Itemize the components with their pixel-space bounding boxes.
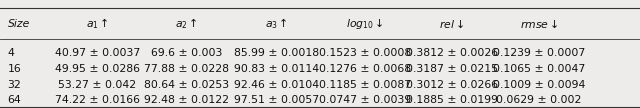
Text: 0.1239 ± 0.0007: 0.1239 ± 0.0007 — [493, 48, 585, 58]
Text: 16: 16 — [8, 64, 21, 74]
Text: 0.0629 ± 0.002: 0.0629 ± 0.002 — [496, 95, 582, 105]
Text: 74.22 ± 0.0166: 74.22 ± 0.0166 — [55, 95, 140, 105]
Text: 0.1276 ± 0.0068: 0.1276 ± 0.0068 — [319, 64, 411, 74]
Text: Size: Size — [8, 19, 30, 29]
Text: 0.1523 ± 0.0008: 0.1523 ± 0.0008 — [319, 48, 411, 58]
Text: 0.0747 ± 0.0039: 0.0747 ± 0.0039 — [319, 95, 411, 105]
Text: 92.46 ± 0.0104: 92.46 ± 0.0104 — [234, 80, 319, 90]
Text: 64: 64 — [8, 95, 21, 105]
Text: 97.51 ± 0.0057: 97.51 ± 0.0057 — [234, 95, 319, 105]
Text: 0.1885 ± 0.0199: 0.1885 ± 0.0199 — [406, 95, 498, 105]
Text: $a_1\uparrow$: $a_1\uparrow$ — [86, 16, 109, 31]
Text: $log_{10}\downarrow$: $log_{10}\downarrow$ — [346, 16, 383, 31]
Text: 40.97 ± 0.0037: 40.97 ± 0.0037 — [54, 48, 140, 58]
Text: 92.48 ± 0.0122: 92.48 ± 0.0122 — [145, 95, 229, 105]
Text: 90.83 ± 0.0114: 90.83 ± 0.0114 — [234, 64, 319, 74]
Text: 0.3012 ± 0.0266: 0.3012 ± 0.0266 — [406, 80, 498, 90]
Text: 32: 32 — [8, 80, 21, 90]
Text: 77.88 ± 0.0228: 77.88 ± 0.0228 — [145, 64, 229, 74]
Text: 69.6 ± 0.003: 69.6 ± 0.003 — [151, 48, 223, 58]
Text: 0.1065 ± 0.0047: 0.1065 ± 0.0047 — [493, 64, 585, 74]
Text: $rel\downarrow$: $rel\downarrow$ — [439, 18, 465, 30]
Text: 80.64 ± 0.0253: 80.64 ± 0.0253 — [144, 80, 230, 90]
Text: 49.95 ± 0.0286: 49.95 ± 0.0286 — [55, 64, 140, 74]
Text: 85.99 ± 0.0018: 85.99 ± 0.0018 — [234, 48, 319, 58]
Text: 0.1009 ± 0.0094: 0.1009 ± 0.0094 — [493, 80, 585, 90]
Text: 0.3812 ± 0.0026: 0.3812 ± 0.0026 — [406, 48, 498, 58]
Text: 0.3187 ± 0.0215: 0.3187 ± 0.0215 — [406, 64, 498, 74]
Text: 53.27 ± 0.042: 53.27 ± 0.042 — [58, 80, 136, 90]
Text: $a_2\uparrow$: $a_2\uparrow$ — [175, 16, 198, 31]
Text: $rmse\downarrow$: $rmse\downarrow$ — [520, 18, 558, 30]
Text: $a_3\uparrow$: $a_3\uparrow$ — [265, 16, 288, 31]
Text: 4: 4 — [8, 48, 15, 58]
Text: 0.1185 ± 0.0087: 0.1185 ± 0.0087 — [319, 80, 411, 90]
